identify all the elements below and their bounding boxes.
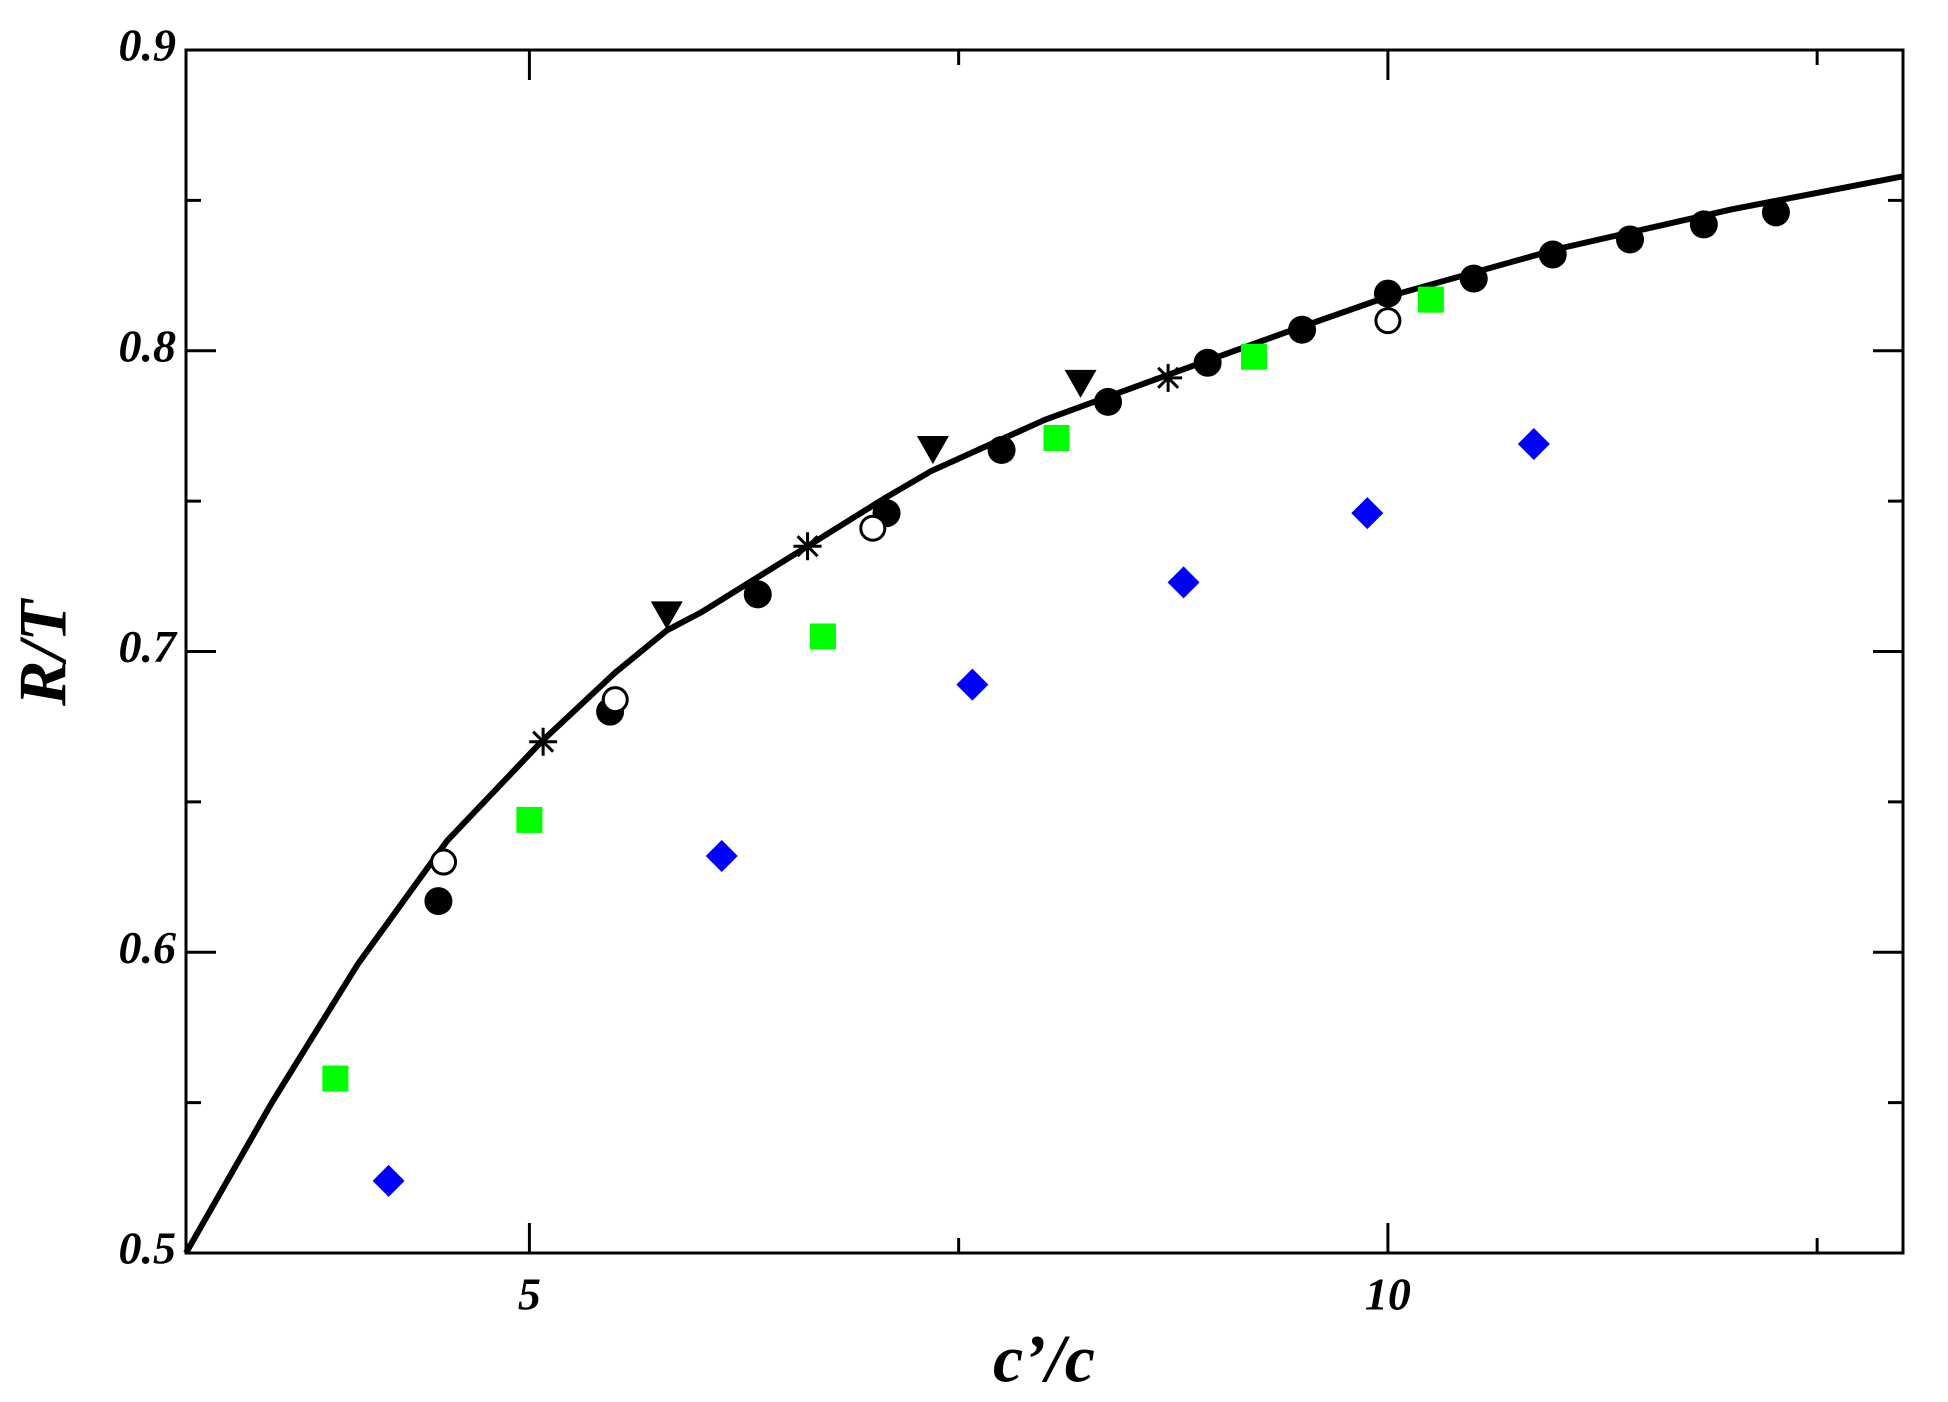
point (793, 532, 822, 561)
point (1094, 387, 1123, 416)
fit-curve (183, 173, 1904, 1255)
point (1154, 363, 1183, 392)
point (1374, 307, 1402, 335)
x-tick-label: 10 (1365, 1269, 1411, 1320)
point (1064, 369, 1097, 398)
y-tick-label: 0.9 (119, 20, 177, 71)
point (372, 1164, 405, 1197)
point (1167, 566, 1200, 599)
point (743, 580, 772, 609)
y-tick-label: 0.6 (119, 922, 177, 973)
point (705, 840, 738, 873)
point (859, 514, 887, 542)
point (1417, 286, 1444, 313)
point (1615, 225, 1644, 254)
y-tick-label: 0.5 (119, 1223, 177, 1274)
point (529, 727, 558, 756)
point (916, 435, 949, 464)
point (1459, 264, 1488, 293)
point (956, 668, 989, 701)
y-tick-label: 0.8 (119, 320, 177, 371)
point (1043, 424, 1070, 451)
point (1240, 343, 1267, 370)
y-tick-label: 0.7 (119, 621, 179, 672)
point (1351, 497, 1384, 530)
x-axis-label: c’/c (993, 1321, 1095, 1397)
point (650, 601, 683, 630)
point (1517, 427, 1550, 460)
point (987, 435, 1016, 464)
point (1373, 279, 1402, 308)
x-tick-label: 5 (518, 1269, 541, 1320)
point (430, 848, 458, 876)
point (1538, 240, 1567, 269)
point (1288, 315, 1317, 344)
point (1193, 348, 1222, 377)
point (1689, 210, 1718, 239)
y-axis-label: R/T (5, 598, 81, 707)
point (601, 686, 629, 714)
point (516, 806, 543, 833)
point (322, 1065, 349, 1092)
point (424, 887, 453, 916)
point (810, 623, 837, 650)
point (1761, 198, 1790, 227)
